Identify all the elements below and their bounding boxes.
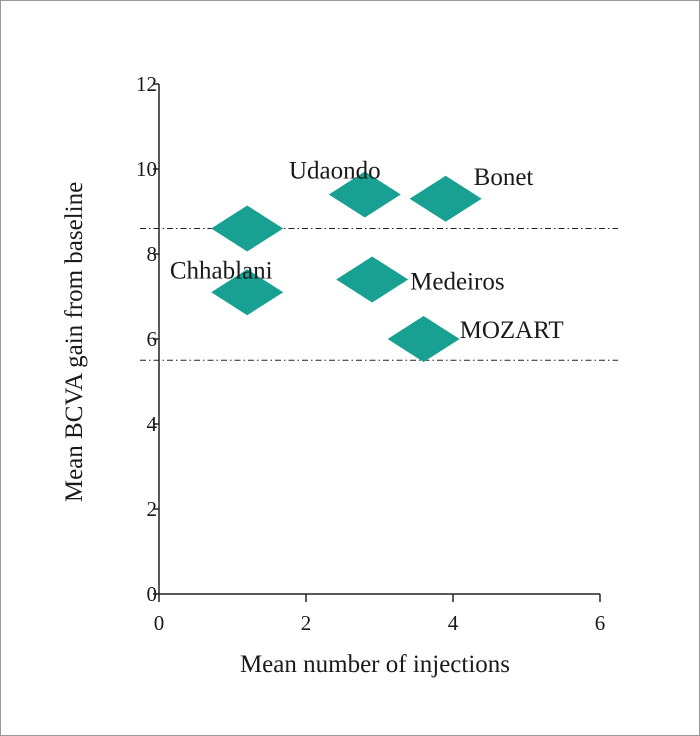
y-tick-label: 4 <box>147 412 158 436</box>
y-tick-label: 12 <box>136 72 157 96</box>
point-label: Bonet <box>474 164 534 191</box>
data-point-diamond <box>387 316 460 362</box>
data-point-diamond <box>211 269 284 316</box>
x-tick-label: 2 <box>301 611 312 635</box>
point-label: Medeiros <box>410 269 504 296</box>
x-tick-label: 0 <box>154 611 165 635</box>
x-axis-title: Mean number of injections <box>240 651 510 678</box>
x-tick-label: 4 <box>448 611 459 635</box>
y-tick-label: 8 <box>147 242 158 266</box>
data-point-diamond <box>211 205 284 252</box>
y-tick-label: 2 <box>147 497 158 521</box>
point-label: MOZART <box>460 317 564 344</box>
data-point-diamond <box>336 256 409 303</box>
y-tick-label: 10 <box>136 157 157 181</box>
data-point-diamond <box>328 171 401 218</box>
y-axis-title: Mean BCVA gain from baseline <box>61 182 88 502</box>
y-tick-label: 0 <box>147 582 158 606</box>
data-point-diamond <box>409 175 482 222</box>
point-label: Udaondo <box>289 158 381 185</box>
x-tick-label: 6 <box>595 611 606 635</box>
point-label: Chhablani <box>170 257 273 284</box>
y-tick-label: 6 <box>147 327 158 351</box>
